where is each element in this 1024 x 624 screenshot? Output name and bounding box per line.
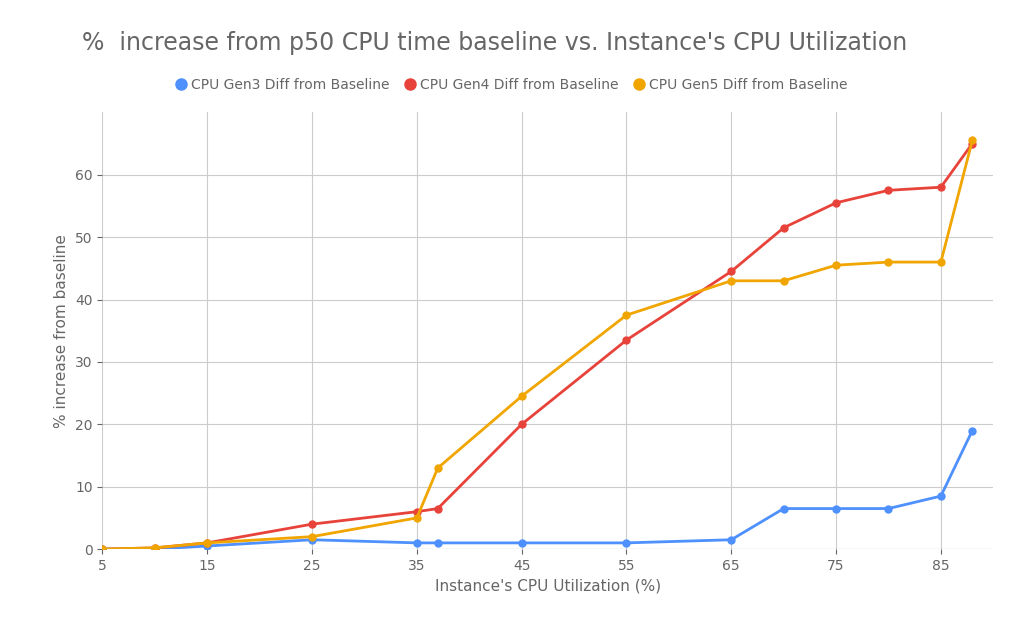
CPU Gen4 Diff from Baseline [967, 140, 979, 147]
CPU Gen4 Diff from Baseline [201, 539, 213, 547]
CPU Gen3 Diff from Baseline [515, 539, 527, 547]
Line: CPU Gen4 Diff from Baseline: CPU Gen4 Diff from Baseline [99, 140, 976, 553]
CPU Gen4 Diff from Baseline [148, 544, 161, 552]
CPU Gen4 Diff from Baseline [306, 520, 318, 528]
CPU Gen3 Diff from Baseline [201, 542, 213, 550]
CPU Gen5 Diff from Baseline [432, 464, 444, 472]
CPU Gen4 Diff from Baseline [777, 224, 790, 232]
CPU Gen3 Diff from Baseline [777, 505, 790, 512]
CPU Gen4 Diff from Baseline [515, 421, 527, 428]
CPU Gen5 Diff from Baseline [829, 261, 842, 269]
CPU Gen3 Diff from Baseline [935, 492, 947, 500]
CPU Gen3 Diff from Baseline [829, 505, 842, 512]
CPU Gen3 Diff from Baseline [432, 539, 444, 547]
CPU Gen4 Diff from Baseline [829, 199, 842, 207]
CPU Gen4 Diff from Baseline [883, 187, 895, 194]
CPU Gen5 Diff from Baseline [306, 533, 318, 540]
CPU Gen4 Diff from Baseline [621, 336, 633, 344]
CPU Gen5 Diff from Baseline [883, 258, 895, 266]
CPU Gen4 Diff from Baseline [411, 508, 423, 515]
CPU Gen4 Diff from Baseline [432, 505, 444, 512]
Text: %  increase from p50 CPU time baseline vs. Instance's CPU Utilization: % increase from p50 CPU time baseline vs… [82, 31, 907, 55]
CPU Gen5 Diff from Baseline [96, 545, 109, 553]
CPU Gen4 Diff from Baseline [935, 183, 947, 191]
Y-axis label: % increase from baseline: % increase from baseline [54, 234, 70, 427]
X-axis label: Instance's CPU Utilization (%): Instance's CPU Utilization (%) [435, 578, 660, 593]
CPU Gen3 Diff from Baseline [148, 545, 161, 553]
CPU Gen5 Diff from Baseline [621, 311, 633, 319]
CPU Gen4 Diff from Baseline [96, 545, 109, 553]
CPU Gen3 Diff from Baseline [306, 536, 318, 544]
CPU Gen5 Diff from Baseline [201, 539, 213, 547]
CPU Gen5 Diff from Baseline [967, 137, 979, 144]
CPU Gen5 Diff from Baseline [777, 277, 790, 285]
CPU Gen3 Diff from Baseline [411, 539, 423, 547]
CPU Gen5 Diff from Baseline [148, 544, 161, 552]
CPU Gen3 Diff from Baseline [621, 539, 633, 547]
CPU Gen4 Diff from Baseline [725, 268, 737, 275]
Line: CPU Gen5 Diff from Baseline: CPU Gen5 Diff from Baseline [99, 137, 976, 553]
CPU Gen3 Diff from Baseline [967, 427, 979, 434]
CPU Gen5 Diff from Baseline [725, 277, 737, 285]
CPU Gen5 Diff from Baseline [515, 392, 527, 400]
CPU Gen5 Diff from Baseline [935, 258, 947, 266]
CPU Gen3 Diff from Baseline [883, 505, 895, 512]
CPU Gen3 Diff from Baseline [725, 536, 737, 544]
CPU Gen3 Diff from Baseline [96, 545, 109, 553]
Line: CPU Gen3 Diff from Baseline: CPU Gen3 Diff from Baseline [99, 427, 976, 553]
Legend: CPU Gen3 Diff from Baseline, CPU Gen4 Diff from Baseline, CPU Gen5 Diff from Bas: CPU Gen3 Diff from Baseline, CPU Gen4 Di… [171, 72, 853, 97]
CPU Gen5 Diff from Baseline [411, 514, 423, 522]
